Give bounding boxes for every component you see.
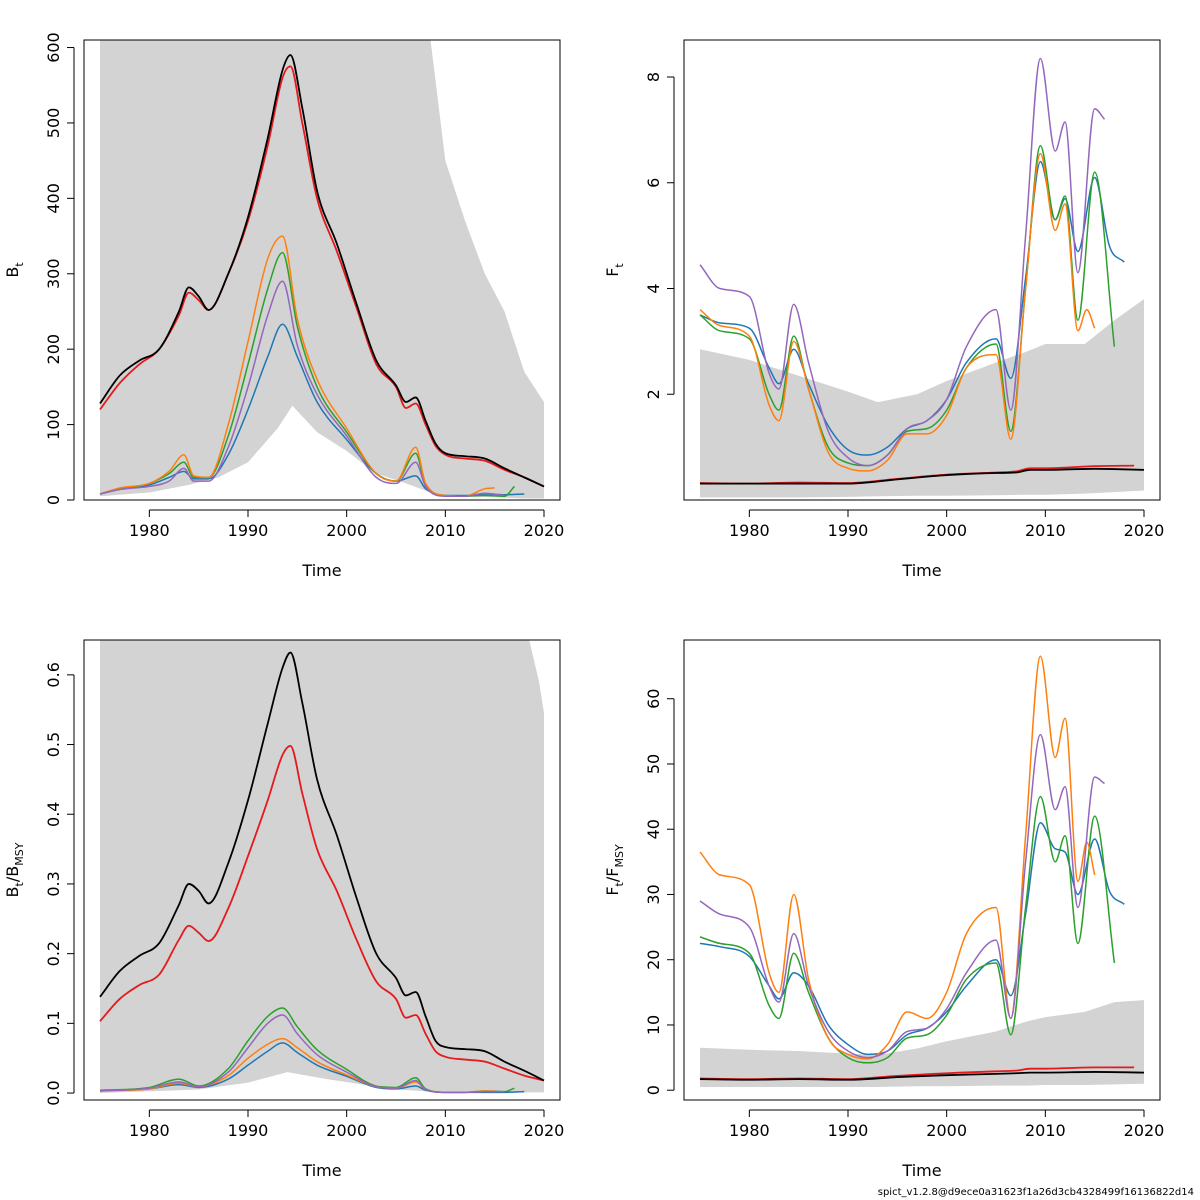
x-tick-label: 2020 [1124, 1121, 1165, 1140]
x-tick-label: 2010 [425, 1121, 466, 1140]
x-axis-label: Time [301, 561, 341, 580]
x-axis: 1980 1990 2000 2010 2020 [129, 1109, 565, 1140]
x-tick-label: 2020 [524, 521, 565, 540]
y-tick-label: 20 [644, 950, 663, 970]
y-tick-label: 400 [44, 183, 63, 214]
plot-area [99, 40, 545, 499]
y-tick-label: 0.2 [44, 941, 63, 966]
y-tick-label: 6 [644, 178, 663, 188]
series-line-retro-3 [699, 152, 1096, 472]
y-tick-label: 0 [644, 1085, 663, 1095]
y-tick-label: 60 [644, 689, 663, 709]
y-tick-label: 200 [44, 334, 63, 365]
version-footer: spict_v1.2.8@d9ece0a31623f1a26d3cb432849… [877, 1187, 1194, 1198]
series-line-retro-4 [99, 280, 505, 497]
y-tick-label: 2 [644, 389, 663, 399]
panel-fishing-mortality: 1980 1990 2000 2010 2020 Time 2 4 6 8 Ft [603, 39, 1165, 580]
x-tick-label: 2010 [1025, 1121, 1066, 1140]
panel-biomass: 1980 1990 2000 2010 2020 Time 0 100 200 300 400 500… [3, 32, 564, 580]
y-axis: 2 4 6 8 [644, 72, 675, 399]
y-axis-label: Ft [603, 263, 626, 277]
x-tick-label: 1980 [729, 521, 770, 540]
series-line-retro-3 [699, 655, 1096, 1060]
y-axis-label: Bt [3, 262, 26, 278]
plot-area [699, 655, 1145, 1087]
series-line-base [699, 467, 1145, 485]
x-tick-label: 2000 [926, 521, 967, 540]
plot-frame [83, 639, 561, 1101]
y-tick-label: 8 [644, 72, 663, 82]
y-tick-label: 10 [644, 1015, 663, 1035]
series-line-base [699, 1071, 1145, 1081]
y-tick-label: 4 [644, 283, 663, 293]
x-tick-label: 2000 [326, 521, 367, 540]
y-tick-label: 300 [44, 258, 63, 289]
y-tick-label: 0.3 [44, 871, 63, 896]
x-axis-label: Time [901, 561, 941, 580]
series-line-retro-2 [699, 795, 1116, 1064]
panel-relative-fishing-mortality: 1980 1990 2000 2010 2020 Time 0 10 20 30 40 50 60 Ft/… [603, 639, 1165, 1180]
y-tick-label: 0.4 [44, 802, 63, 827]
x-tick-label: 2000 [926, 1121, 967, 1140]
y-axis: 0 100 200 300 400 500 600 [44, 32, 75, 505]
confidence-band [100, 640, 544, 1094]
x-tick-label: 2010 [1025, 521, 1066, 540]
y-axis-label: Bt/BMSY [3, 842, 26, 897]
y-tick-label: 50 [644, 754, 663, 774]
y-axis: 0 10 20 30 40 50 60 [644, 689, 675, 1095]
series-line-estimate [99, 745, 545, 1082]
x-tick-label: 2020 [1124, 521, 1165, 540]
panel-relative-biomass: 1980 1990 2000 2010 2020Time0.00.10.20.30.40… [3, 639, 565, 1180]
x-tick-label: 1980 [129, 521, 170, 540]
confidence-band [700, 299, 1144, 498]
y-tick-label: 0.0 [44, 1080, 63, 1105]
series-line-retro-4 [699, 733, 1105, 1059]
x-tick-label: 2010 [425, 521, 466, 540]
y-tick-label: 0 [44, 495, 63, 505]
series-line-retro-4 [99, 1014, 505, 1094]
y-tick-label: 500 [44, 108, 63, 139]
x-axis-label: Time [901, 1161, 941, 1180]
y-tick-label: 600 [44, 32, 63, 63]
x-axis: 1980 1990 2000 2010 2020 [129, 509, 565, 540]
plot-frame [683, 639, 1161, 1101]
x-axis: 1980 1990 2000 2010 2020 [729, 509, 1165, 540]
y-tick-label: 0.5 [44, 732, 63, 757]
x-tick-label: 1990 [228, 521, 269, 540]
x-tick-label: 1990 [228, 1121, 269, 1140]
confidence-band [100, 40, 544, 499]
plot-frame [83, 39, 561, 501]
y-tick-label: 0.6 [44, 662, 63, 687]
x-tick-label: 1980 [129, 1121, 170, 1140]
series-line-retro-3 [99, 235, 495, 497]
x-tick-label: 1990 [828, 521, 869, 540]
x-tick-label: 1990 [828, 1121, 869, 1140]
x-tick-label: 2000 [326, 1121, 367, 1140]
series-line-estimate [99, 65, 545, 488]
series-line-base [99, 651, 545, 1082]
series-line-retro-1 [699, 160, 1125, 456]
series-line-retro-4 [699, 57, 1106, 467]
x-axis-label: Time [301, 1161, 341, 1180]
x-axis: 1980 1990 2000 2010 2020 [729, 1109, 1165, 1140]
plot-area [699, 57, 1145, 498]
plot-frame [683, 39, 1161, 501]
y-tick-label: 0.1 [44, 1011, 63, 1036]
confidence-band [700, 1000, 1144, 1087]
y-tick-label: 30 [644, 884, 663, 904]
y-tick-label: 100 [44, 409, 63, 440]
series-line-base [99, 54, 545, 488]
x-tick-label: 1980 [729, 1121, 770, 1140]
y-axis-label: Ft/FMSY [603, 844, 626, 896]
y-tick-label: 40 [644, 819, 663, 839]
y-axis: 0.0 0.1 0.2 0.3 0.4 0.5 0.6 [44, 662, 75, 1106]
plot-area [99, 640, 545, 1094]
x-tick-label: 2020 [524, 1121, 565, 1140]
series-line-retro-2 [699, 144, 1116, 467]
